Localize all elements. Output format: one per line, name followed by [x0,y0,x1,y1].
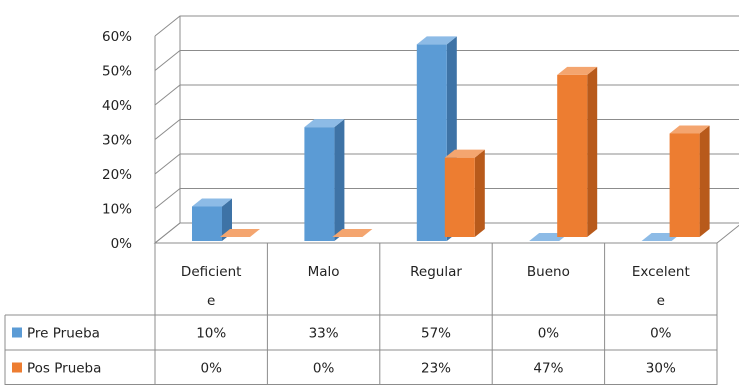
category-label: Bueno [527,264,570,280]
table-value: 33% [309,326,339,342]
gridline [154,153,739,175]
bar-pos-prueba-regular [444,149,485,237]
bar-side [474,149,485,237]
bar-front [304,127,335,241]
bar-side [587,66,598,237]
legend-label: Pos Prueba [27,361,101,377]
y-tick-label: 40% [102,98,132,114]
bar-front [557,74,588,237]
table-value: 57% [421,326,451,342]
table-value: 30% [646,361,676,377]
y-tick-label: 60% [102,29,132,45]
table-value: 0% [650,326,672,342]
legend-swatch [12,327,22,338]
y-tick-label: 10% [102,202,132,218]
bar-pre-prueba-regular [416,36,457,241]
bar-front [416,44,447,241]
bar-top [416,36,457,45]
bar-top [557,66,598,75]
bar-front [669,133,700,237]
bar-top [220,229,260,237]
bar-pos-prueba-malo [332,229,373,237]
legend-swatch [12,362,22,373]
gridline [154,188,739,209]
bar-top [304,119,345,128]
bar-pos-prueba-bueno [557,66,598,237]
y-tick-label: 0% [111,236,133,252]
table-value: 0% [538,326,560,342]
bar-side [334,119,345,241]
bar-front [192,206,222,241]
bar-pos-prueba-deficiente [220,229,260,237]
y-tick-label: 30% [102,133,132,149]
gridlines [153,15,739,244]
gridline [154,15,739,37]
table-value: 47% [533,361,563,377]
y-tick-label: 50% [102,64,132,80]
gridline [154,84,739,106]
bar-pre-prueba-malo [304,119,345,241]
bar-top [192,198,232,207]
bar-top [669,125,710,134]
table-value: 0% [200,361,222,377]
gridline [154,50,739,71]
table-value: 10% [196,326,226,342]
y-tick-label: 20% [102,167,132,183]
category-label: Excelent [632,264,690,280]
category-label: e [657,293,665,309]
category-label: Regular [410,264,462,280]
data-table: Deficient e Malo Regular Bueno Excelent e Pre P… [4,243,718,385]
bars [192,36,710,241]
y-axis: 0% 10% 20% 30% 40% 50% 60% [102,29,132,252]
bar-pos-prueba-excelente [669,125,710,237]
category-label: Malo [308,264,340,280]
table-value: 23% [421,361,451,377]
category-label: Deficient [181,264,242,280]
bar-top [332,229,373,237]
category-label: e [207,293,215,309]
gridline [154,119,739,140]
legend-label: Pre Prueba [27,326,100,342]
bar-side [699,125,710,237]
gridline [154,222,739,244]
bar-top [444,149,485,158]
table-value: 0% [313,361,335,377]
bar-front [444,157,475,237]
